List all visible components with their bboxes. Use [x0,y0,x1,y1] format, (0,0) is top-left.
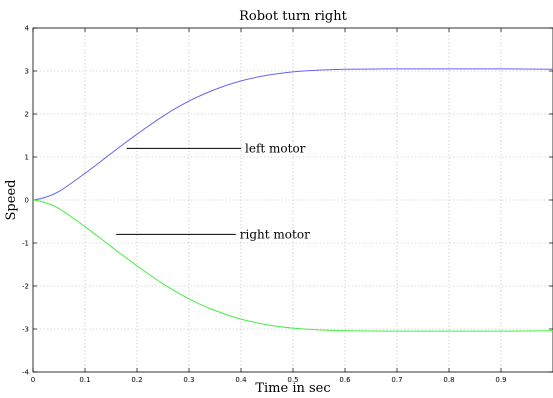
x-tick-label: 0.7 [391,376,402,384]
y-tick-label: 0 [25,197,29,205]
x-tick-label: 0.4 [235,376,247,384]
x-tick-label: 0.2 [131,376,142,384]
axis-ticks: 0 0.1 0.2 0.3 0.4 0.5 0.6 0.7 0.8 0.9 -4 -3 -2 -1 0 1 2 3… [22,25,553,384]
y-tick-label: -4 [22,369,30,377]
x-tick-label: 0.8 [443,376,454,384]
y-tick-label: 4 [25,25,30,33]
x-tick-label: 0 [31,376,35,384]
y-tick-label: -2 [22,283,29,291]
chart-title: Robot turn right [239,9,348,24]
x-tick-label: 0.1 [79,376,90,384]
annotations: left motor right motor [116,141,310,241]
annotation-label-left-motor: left motor [245,141,306,155]
annotation-label-right-motor: right motor [240,227,310,241]
series-line-left-motor [32,68,553,201]
series-layer [32,68,553,332]
y-tick-label: -1 [22,240,29,248]
grid [33,28,553,372]
y-tick-label: 3 [25,68,29,76]
y-tick-label: 2 [25,111,29,119]
x-axis-label: Time in sec [255,381,330,396]
y-tick-label: 1 [25,154,29,162]
x-tick-label: 0.6 [339,376,351,384]
y-tick-label: -3 [22,326,29,334]
y-axis-label: Speed [4,180,19,221]
x-tick-label: 0.9 [495,376,506,384]
x-tick-label: 0.3 [183,376,194,384]
x-tick-label: 0.5 [287,376,298,384]
series-line-right-motor [32,199,553,332]
